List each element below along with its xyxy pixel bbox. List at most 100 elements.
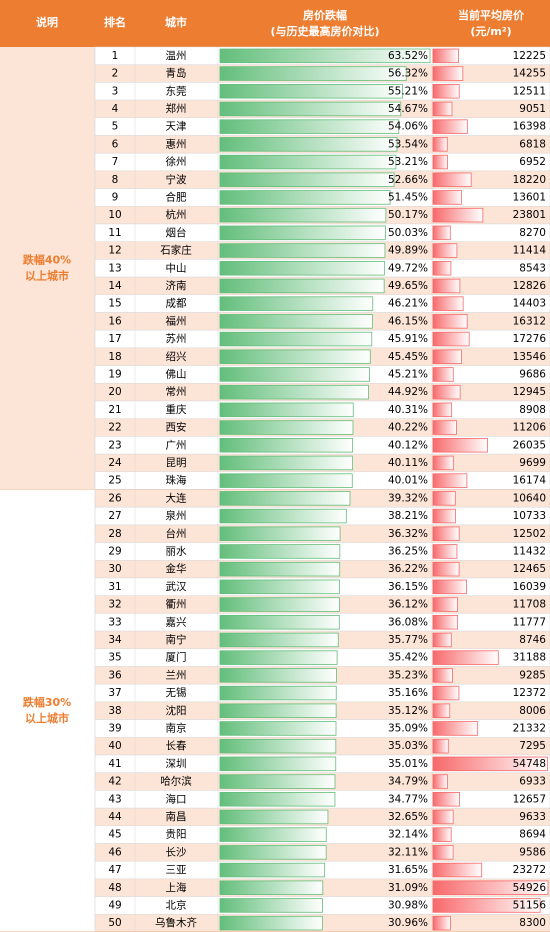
group-label: 跌幅40% <box>23 252 71 266</box>
drop-bar <box>219 862 326 878</box>
city: 成都 <box>166 298 187 310</box>
price-bar <box>432 402 453 418</box>
header-cell: 城市 <box>165 15 187 29</box>
drop: 45.45% <box>388 351 428 363</box>
drop: 32.14% <box>388 829 428 841</box>
price: 18220 <box>513 174 546 186</box>
drop: 63.52% <box>388 50 428 62</box>
price-bar <box>432 48 459 64</box>
city: 昆明 <box>166 457 187 469</box>
drop-bar <box>219 491 351 506</box>
drop: 38.21% <box>388 510 428 522</box>
price-bar <box>432 314 468 329</box>
rank: 12 <box>108 245 121 257</box>
drop-bar <box>219 101 402 117</box>
price: 8270 <box>519 227 546 239</box>
city: 海口 <box>166 792 187 805</box>
rank: 43 <box>108 793 121 805</box>
price: 6818 <box>519 138 546 150</box>
drop-bar <box>219 225 386 241</box>
price: 51156 <box>513 899 547 911</box>
price: 9699 <box>519 457 546 469</box>
drop: 36.08% <box>388 616 428 628</box>
rank: 19 <box>108 368 121 380</box>
rank: 49 <box>108 899 121 911</box>
drop-bar <box>219 615 340 630</box>
drop-bar <box>219 473 353 488</box>
drop: 53.54% <box>388 138 428 150</box>
rank: 1 <box>112 50 119 62</box>
price-bar <box>432 809 454 825</box>
city: 上海 <box>166 881 187 894</box>
drop: 32.65% <box>388 811 428 823</box>
drop-bar <box>219 809 329 825</box>
price-bar <box>432 384 461 400</box>
drop-bar <box>219 579 340 595</box>
price: 12372 <box>513 687 546 699</box>
price-bar <box>432 367 454 382</box>
city: 深圳 <box>166 758 187 770</box>
price-bar <box>432 420 457 435</box>
city: 东莞 <box>166 84 187 97</box>
price-bar <box>432 437 488 453</box>
header-cell: 当前平均房价 <box>458 8 525 22</box>
rank: 27 <box>108 510 121 522</box>
drop-bar <box>219 207 387 223</box>
price-bar <box>432 615 459 630</box>
rank: 32 <box>108 599 121 611</box>
city: 中山 <box>166 261 187 274</box>
city: 温州 <box>166 50 187 62</box>
city: 厦门 <box>166 651 187 664</box>
drop: 52.66% <box>388 174 428 186</box>
drop: 35.09% <box>388 722 428 734</box>
price: 26035 <box>513 439 546 451</box>
drop: 45.91% <box>388 333 428 345</box>
rank: 41 <box>108 758 121 770</box>
price-bar <box>432 225 451 241</box>
drop-bar <box>219 632 339 648</box>
rank: 37 <box>108 687 121 699</box>
price-bar <box>432 862 483 878</box>
rank: 16 <box>108 315 122 327</box>
rank: 28 <box>108 528 121 540</box>
rank: 40 <box>108 740 121 752</box>
price: 23801 <box>513 209 546 221</box>
rank: 17 <box>108 333 121 345</box>
city: 大连 <box>166 491 187 504</box>
price-bar <box>432 898 541 913</box>
drop: 35.01% <box>388 758 428 770</box>
drop-bar <box>219 331 373 347</box>
header-cell: 房价跌幅 <box>303 8 347 22</box>
drop-bar <box>219 898 323 913</box>
price-bar <box>432 632 452 648</box>
rank: 8 <box>112 174 119 186</box>
drop: 36.15% <box>388 581 428 593</box>
price-bar <box>432 579 467 595</box>
drop-bar <box>219 137 398 152</box>
drop: 32.11% <box>388 846 428 858</box>
rank: 47 <box>108 864 121 876</box>
drop: 46.15% <box>388 315 428 327</box>
rank: 31 <box>108 581 121 593</box>
city: 北京 <box>166 898 187 911</box>
drop-bar <box>219 774 336 789</box>
price-bar <box>432 260 452 276</box>
price: 6952 <box>519 156 546 168</box>
price-bar <box>432 597 458 612</box>
price-bar <box>432 101 453 117</box>
price-bar <box>432 792 460 807</box>
rank: 50 <box>108 917 121 929</box>
price-bar <box>432 207 484 223</box>
group-label: 以上城市 <box>25 268 69 282</box>
price-bar <box>432 915 451 931</box>
drop: 35.42% <box>388 652 428 664</box>
drop-bar <box>219 526 341 542</box>
drop: 40.11% <box>388 457 428 469</box>
drop: 51.45% <box>388 191 428 203</box>
city: 贵阳 <box>166 828 187 841</box>
price-bar <box>432 137 448 152</box>
rank: 24 <box>108 457 122 469</box>
price: 13546 <box>513 351 547 363</box>
price: 9633 <box>519 811 546 823</box>
price: 16039 <box>513 581 546 593</box>
